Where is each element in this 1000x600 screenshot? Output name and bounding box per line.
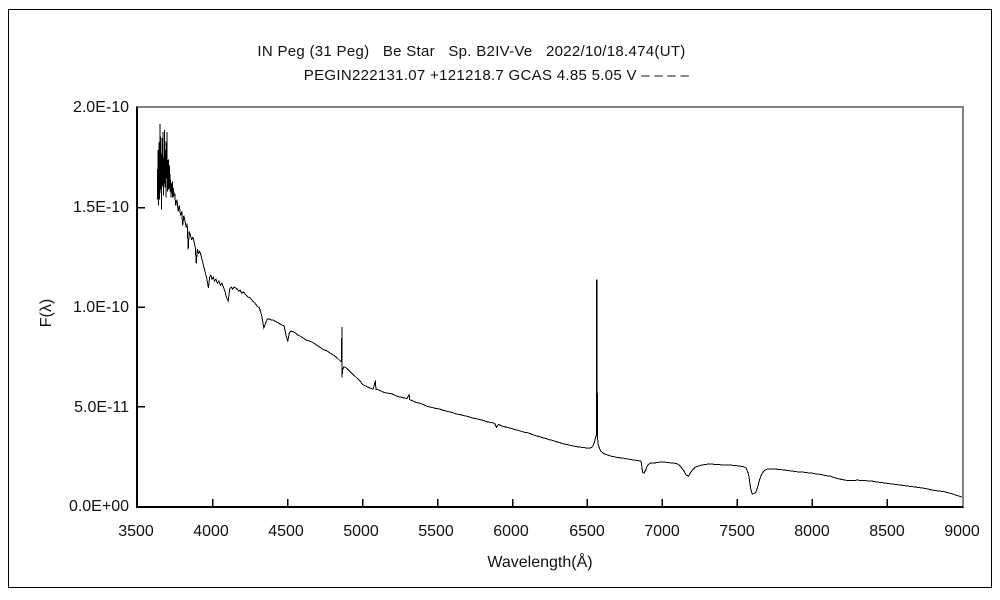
x-tick-label: 8000 xyxy=(794,523,830,540)
spectrum-line xyxy=(156,123,962,498)
x-tick-label: 6000 xyxy=(493,523,529,540)
x-tick-label: 6500 xyxy=(569,523,605,540)
spectrum-curve-svg xyxy=(138,123,962,506)
x-tick-label: 4000 xyxy=(193,523,229,540)
y-tick-label: 1.5E-10 xyxy=(72,199,129,216)
outer-frame: IN Peg (31 Peg) Be Star Sp. B2IV-Ve 2022… xyxy=(8,9,992,588)
x-tick-label: 7000 xyxy=(644,523,680,540)
y-tick-label: 2.0E-10 xyxy=(72,99,129,116)
x-tick-label: 8500 xyxy=(869,523,905,540)
y-axis-title: F(λ) xyxy=(38,298,55,328)
x-tick-label: 9000 xyxy=(944,523,980,540)
x-tick-label: 5000 xyxy=(343,523,379,540)
plot-area xyxy=(136,106,964,508)
x-tick-label: 4500 xyxy=(268,523,304,540)
x-tick-label: 7500 xyxy=(719,523,755,540)
x-tick-label: 3500 xyxy=(118,523,154,540)
y-tick-label: 1.0E-10 xyxy=(72,299,129,316)
x-tick-label: 5500 xyxy=(418,523,454,540)
y-tick-label: 5.0E-11 xyxy=(74,399,129,416)
y-tick-label: 0.0E+00 xyxy=(68,498,129,515)
x-axis-title: Wavelength(Å) xyxy=(487,554,593,571)
chart-title: IN Peg (31 Peg) Be Star Sp. B2IV-Ve 2022… xyxy=(257,43,686,60)
chart-subtitle: PEGIN222131.07 +121218.7 GCAS 4.85 5.05 … xyxy=(303,67,690,84)
